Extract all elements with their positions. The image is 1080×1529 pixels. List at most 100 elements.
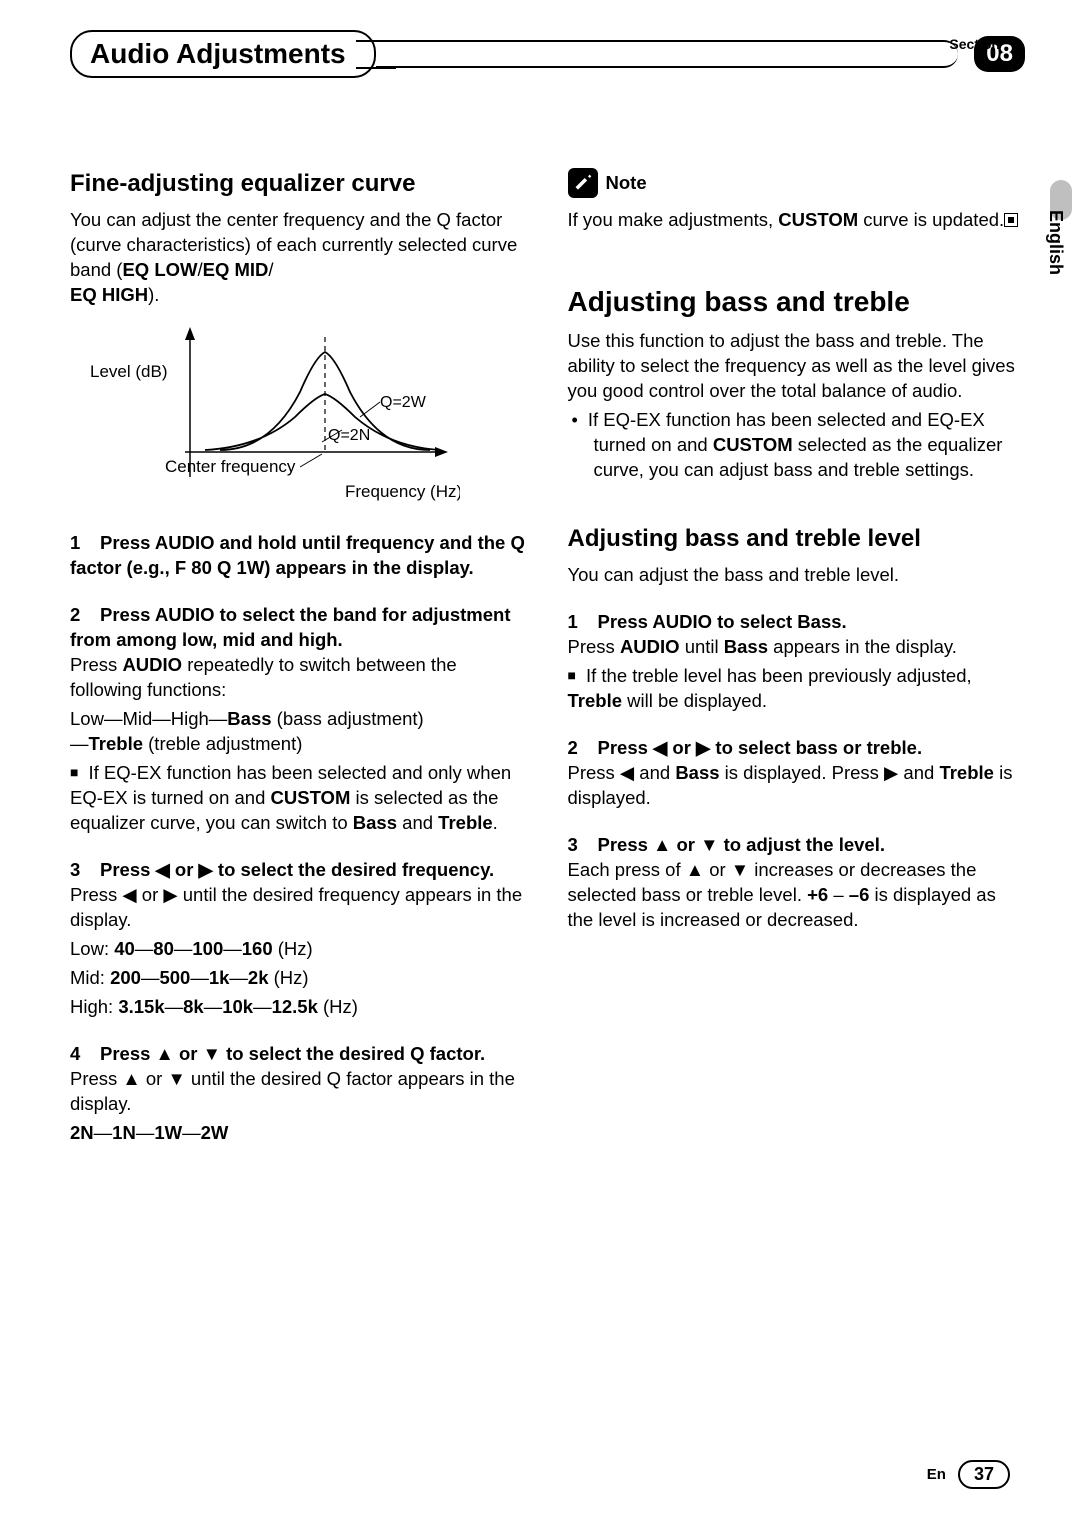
text-bold: 80 [153, 938, 174, 959]
step-3-body: Press ◀ or ▶ until the desired frequency… [70, 883, 528, 933]
text-bold: 40 [114, 938, 135, 959]
text-bold: EQ LOW [122, 259, 197, 280]
text: Press [70, 654, 122, 675]
step-4-heading: 4Press ▲ or ▼ to select the desired Q fa… [70, 1042, 528, 1067]
step-2-heading: 2Press AUDIO to select the band for adju… [70, 603, 528, 653]
text: (bass adjustment) [272, 708, 424, 729]
text: Low: [70, 938, 114, 959]
r-step-2-body: Press ◀ and Bass is displayed. Press ▶ a… [568, 761, 1026, 811]
step-text: Press ▲ or ▼ to adjust the level. [598, 834, 885, 855]
text-bold: 3.15k [118, 996, 164, 1017]
pencil-icon [568, 168, 598, 198]
text: Low—Mid—High— [70, 708, 227, 729]
text: — [182, 1122, 201, 1143]
footer-lang: En [927, 1466, 946, 1483]
text: — [223, 938, 242, 959]
step-text: Press ◀ or ▶ to select bass or treble. [598, 737, 923, 758]
diagram-freq-label: Frequency (Hz) [345, 482, 460, 501]
r-step-1-body: Press AUDIO until Bass appears in the di… [568, 635, 1026, 660]
step-1-heading: 1Press AUDIO and hold until frequency an… [70, 531, 528, 581]
header-divider [376, 40, 959, 68]
text: If you make adjustments, [568, 209, 779, 230]
step-number: 4 [70, 1042, 100, 1067]
text: . [493, 812, 498, 833]
step-3-heading: 3Press ◀ or ▶ to select the desired freq… [70, 858, 528, 883]
text-bold: 100 [192, 938, 223, 959]
bass-treble-intro: Use this function to adjust the bass and… [568, 329, 1026, 404]
text-bold: 8k [183, 996, 204, 1017]
heading-fine-adjust: Fine-adjusting equalizer curve [70, 168, 528, 200]
text: appears in the display. [768, 636, 957, 657]
r-step-2-heading: 2Press ◀ or ▶ to select bass or treble. [568, 736, 1026, 761]
text-bold: 12.5k [272, 996, 318, 1017]
step-2-body: Press AUDIO repeatedly to switch between… [70, 653, 528, 703]
text-bold: Treble [568, 690, 623, 711]
content-columns: Fine-adjusting equalizer curve You can a… [70, 168, 1025, 1150]
text-bold: 2N [70, 1122, 94, 1143]
r-step-3-heading: 3Press ▲ or ▼ to adjust the level. [568, 833, 1026, 858]
language-tab: English [1041, 200, 1070, 285]
text-bold: Bass [675, 762, 719, 783]
text-bold: CUSTOM [271, 787, 351, 808]
step-2-note: If EQ-EX function has been selected and … [70, 761, 528, 836]
text: — [190, 967, 209, 988]
step-4-body: Press ▲ or ▼ until the desired Q factor … [70, 1067, 528, 1117]
text-bold: EQ HIGH [70, 284, 148, 305]
text: Press ◀ and [568, 762, 676, 783]
text: (treble adjustment) [143, 733, 302, 754]
text-bold: EQ MID [203, 259, 269, 280]
r-step-3-body: Each press of ▲ or ▼ increases or decrea… [568, 858, 1026, 933]
note-label: Note [606, 171, 647, 196]
text-bold: 1N [112, 1122, 136, 1143]
page-title: Audio Adjustments [70, 30, 376, 78]
text-bold: AUDIO [122, 654, 182, 675]
text: and [397, 812, 438, 833]
text: — [174, 938, 193, 959]
step-number: 3 [70, 858, 100, 883]
r-step-1-note: If the treble level has been previously … [568, 664, 1026, 714]
text: High: [70, 996, 118, 1017]
text-bold: Treble [89, 733, 144, 754]
step-number: 2 [568, 736, 598, 761]
text-bold: +6 [807, 884, 828, 905]
text: — [136, 1122, 155, 1143]
text: — [94, 1122, 113, 1143]
text: — [70, 733, 89, 754]
step-4-values: 2N—1N—1W—2W [70, 1121, 528, 1146]
step-number: 1 [70, 531, 100, 556]
step-number: 3 [568, 833, 598, 858]
step-text: Press ◀ or ▶ to select the desired frequ… [100, 859, 494, 880]
page-number: 37 [958, 1460, 1010, 1489]
eq-curve-diagram: Level (dB) Q=2N Q=2W Center frequency Fr… [70, 322, 528, 509]
text-bold: 2k [248, 967, 269, 988]
diagram-level-label: Level (dB) [90, 362, 167, 381]
diagram-q2w-label: Q=2W [380, 394, 427, 411]
text: ). [148, 284, 159, 305]
text-bold: 1k [209, 967, 230, 988]
text-bold: 1W [154, 1122, 182, 1143]
text: — [204, 996, 223, 1017]
text-bold: Treble [939, 762, 994, 783]
text-bold: 200 [110, 967, 141, 988]
text: — [135, 938, 154, 959]
text-bold: 500 [159, 967, 190, 988]
left-column: Fine-adjusting equalizer curve You can a… [70, 168, 528, 1150]
text: (Hz) [273, 938, 313, 959]
step-text: Press AUDIO and hold until frequency and… [70, 532, 525, 578]
text: (Hz) [269, 967, 309, 988]
text: Press [568, 636, 620, 657]
text: — [141, 967, 160, 988]
text: — [253, 996, 272, 1017]
step-3-low: Low: 40—80—100—160 (Hz) [70, 937, 528, 962]
level-intro: You can adjust the bass and treble level… [568, 563, 1026, 588]
text-bold: CUSTOM [778, 209, 858, 230]
text: — [165, 996, 184, 1017]
text: is displayed. Press ▶ and [720, 762, 940, 783]
text: Mid: [70, 967, 110, 988]
text-bold: Bass [227, 708, 271, 729]
text: until [680, 636, 724, 657]
text: – [828, 884, 849, 905]
diagram-center-freq-label: Center frequency [165, 457, 296, 476]
end-mark-icon [1004, 213, 1018, 227]
page-header: Audio Adjustments 08 [70, 30, 1025, 78]
